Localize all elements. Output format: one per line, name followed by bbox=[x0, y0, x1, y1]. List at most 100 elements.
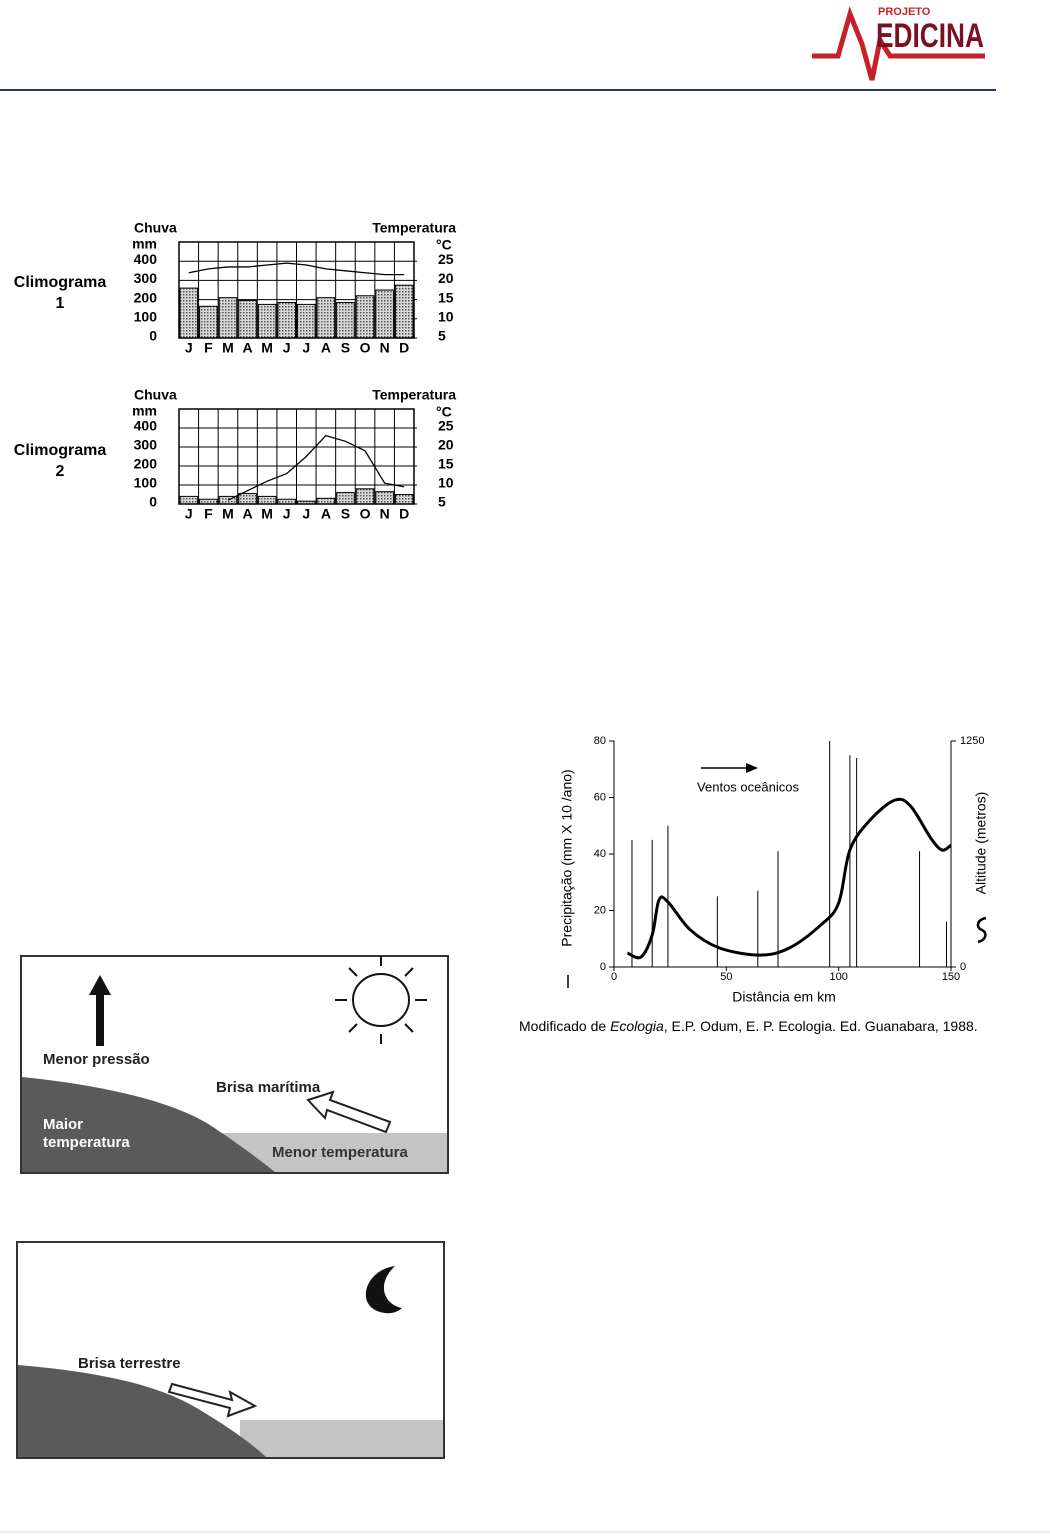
rain-bar bbox=[355, 488, 375, 505]
chart-title: 2 bbox=[56, 463, 65, 480]
y2-tick-label: 1250 bbox=[960, 735, 984, 747]
y2-unit: °C bbox=[436, 404, 452, 420]
y-axis-label: Chuva bbox=[134, 220, 177, 236]
y-tick-label: 0 bbox=[149, 328, 157, 344]
y-axis-label: Precipitação (mm X 10 /ano) bbox=[559, 769, 575, 946]
chart-title: Climograma bbox=[14, 442, 107, 459]
sea-breeze-diagram: Menor pressão Brisa marítima Maior tempe… bbox=[20, 955, 449, 1174]
y2-axis-label: Altitude (metros) bbox=[973, 792, 989, 895]
label: Menor pressão bbox=[43, 1051, 150, 1068]
temperature-line bbox=[227, 434, 405, 501]
y-tick-label: 400 bbox=[134, 251, 158, 267]
y-unit: mm bbox=[132, 236, 157, 252]
rain-bar bbox=[297, 303, 316, 339]
rain-bar bbox=[257, 495, 277, 505]
land bbox=[22, 1077, 275, 1172]
caption-part: Modificado de bbox=[519, 1018, 610, 1034]
x-tick-label: A bbox=[242, 506, 252, 522]
wind-arrowhead bbox=[746, 763, 758, 773]
rain-bar bbox=[257, 303, 277, 339]
y2-tick-label: 5 bbox=[438, 494, 446, 510]
x-tick-label: J bbox=[302, 340, 310, 356]
y-tick-label: 300 bbox=[134, 270, 158, 286]
y2-tick-label: 15 bbox=[438, 289, 454, 305]
x-tick-label: N bbox=[380, 340, 390, 356]
x-tick-label: O bbox=[360, 340, 371, 356]
rain-bar bbox=[336, 492, 355, 505]
x-tick-label: D bbox=[399, 340, 409, 356]
y-tick-label: 300 bbox=[134, 437, 158, 453]
breeze-arrow bbox=[167, 1382, 258, 1418]
y-tick-label: 200 bbox=[134, 289, 158, 305]
rain-bar bbox=[394, 284, 414, 339]
y2-tick-label: 25 bbox=[438, 418, 454, 434]
x-tick-label: 50 bbox=[720, 971, 732, 983]
x-tick-label: S bbox=[341, 506, 350, 522]
rain-bar bbox=[316, 297, 336, 339]
label: Brisa terrestre bbox=[78, 1355, 181, 1372]
y-tick-label: 60 bbox=[594, 791, 606, 803]
y-tick-label: 400 bbox=[134, 418, 158, 434]
rain-bar bbox=[355, 295, 375, 339]
caption: Modificado de Ecologia, E.P. Odum, E. P.… bbox=[519, 1018, 978, 1034]
up-arrow bbox=[89, 975, 111, 1046]
breeze-arrow bbox=[306, 1090, 392, 1134]
x-tick-label: 150 bbox=[942, 971, 960, 983]
x-tick-label: M bbox=[222, 506, 234, 522]
plot-frame bbox=[178, 241, 415, 339]
y2-axis-label: Temperatura bbox=[372, 387, 456, 403]
moon bbox=[365, 1266, 402, 1314]
x-tick-label: N bbox=[380, 506, 390, 522]
y2-tick-label: 0 bbox=[960, 961, 966, 973]
x-tick-label: A bbox=[321, 340, 331, 356]
label: temperatura bbox=[43, 1134, 130, 1151]
y2-tick-label: 20 bbox=[438, 270, 454, 286]
x-tick-label: S bbox=[341, 340, 350, 356]
x-tick-label: A bbox=[321, 506, 331, 522]
y2-axis-label: Temperatura bbox=[372, 220, 456, 236]
y-tick-label: 100 bbox=[134, 475, 158, 491]
logo-top: PROJETO bbox=[878, 6, 931, 18]
rain-bar bbox=[316, 497, 336, 505]
temperature-line bbox=[188, 262, 405, 276]
rain-bar bbox=[218, 297, 238, 339]
x-tick-label: D bbox=[399, 506, 409, 522]
y-axis-label: Chuva bbox=[134, 387, 177, 403]
x-tick-label: M bbox=[222, 340, 234, 356]
x-axis-label: Distância em km bbox=[732, 989, 835, 1005]
y-tick-label: 100 bbox=[134, 309, 158, 325]
y-tick-label: 40 bbox=[594, 848, 606, 860]
x-tick-label: M bbox=[261, 340, 273, 356]
x-tick-label: J bbox=[185, 506, 193, 522]
y-unit: mm bbox=[132, 403, 157, 419]
chart-title: Climograma bbox=[14, 274, 107, 291]
rain-bar bbox=[179, 287, 199, 339]
logo: PROJETO EDICINA bbox=[812, 6, 985, 81]
x-tick-label: F bbox=[204, 506, 213, 522]
x-tick-label: J bbox=[185, 340, 193, 356]
sea bbox=[240, 1420, 443, 1457]
caption-part: , E.P. Odum, E. P. Ecologia. Ed. Guanaba… bbox=[664, 1018, 978, 1034]
y-tick-label: 0 bbox=[149, 494, 157, 510]
rain-bar bbox=[336, 301, 355, 339]
y2-unit: °C bbox=[436, 237, 452, 253]
label: Brisa marítima bbox=[216, 1079, 321, 1096]
x-tick-label: J bbox=[302, 506, 310, 522]
label: Maior bbox=[43, 1116, 83, 1133]
x-tick-label: 0 bbox=[611, 971, 617, 983]
caption-part: Ecologia bbox=[610, 1018, 664, 1034]
x-tick-label: A bbox=[242, 340, 252, 356]
land bbox=[18, 1365, 266, 1457]
x-tick-label: O bbox=[360, 506, 371, 522]
logo-main: EDICINA bbox=[876, 17, 984, 55]
x-tick-label: F bbox=[204, 340, 213, 356]
legend-curve-symbol bbox=[976, 916, 987, 944]
chart-title: 1 bbox=[56, 295, 65, 312]
altitude-curve bbox=[626, 797, 952, 960]
y2-tick-label: 15 bbox=[438, 456, 454, 472]
y2-tick-label: 5 bbox=[438, 328, 446, 344]
y-tick-label: 80 bbox=[594, 735, 606, 747]
y-tick-label: 200 bbox=[134, 456, 158, 472]
x-tick-label: J bbox=[283, 340, 291, 356]
